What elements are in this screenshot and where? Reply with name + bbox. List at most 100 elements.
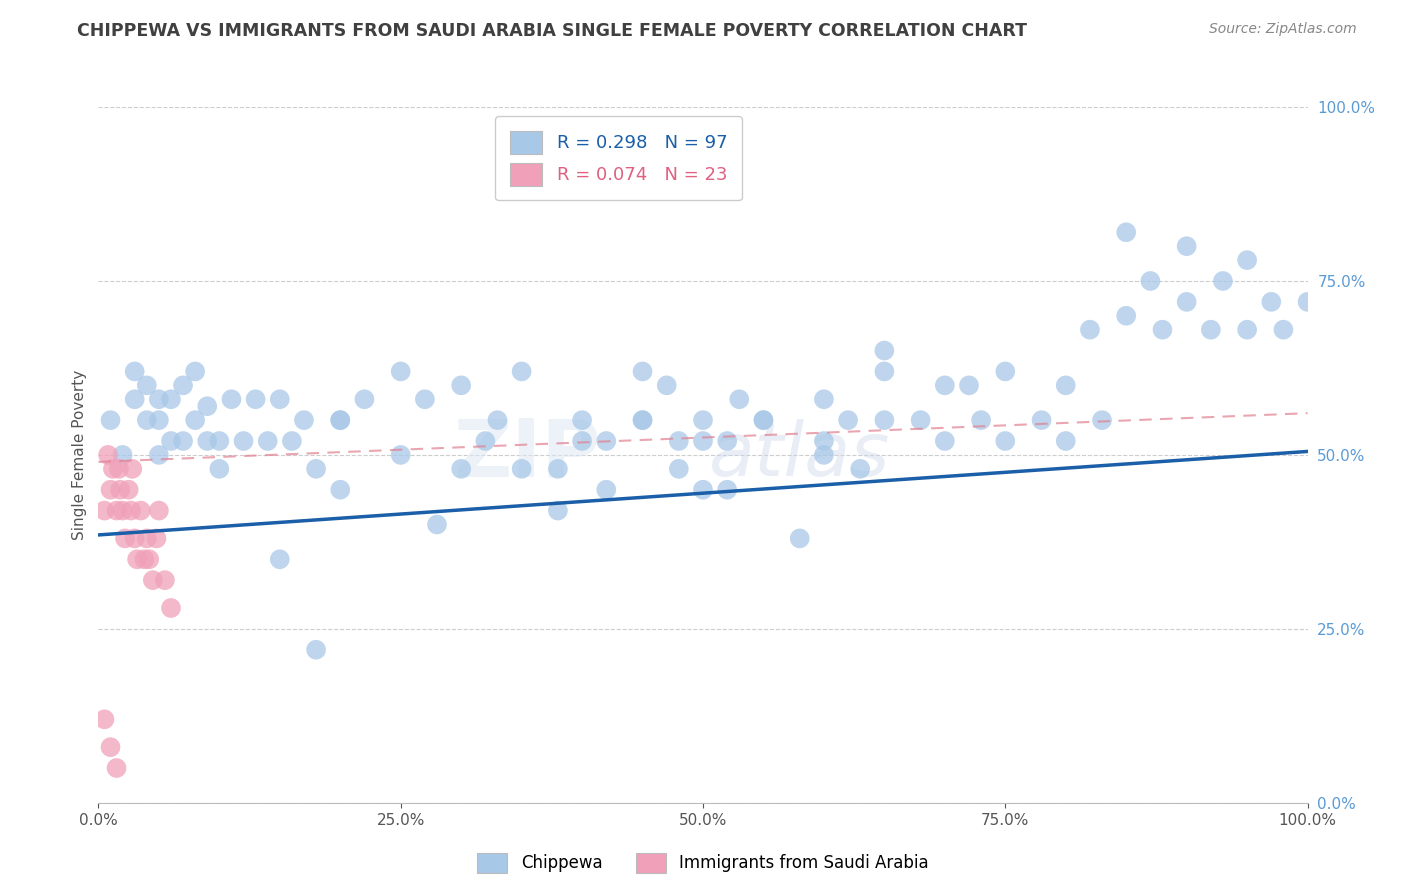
Point bbox=[655, 378, 678, 392]
Point bbox=[873, 413, 896, 427]
Point bbox=[138, 552, 160, 566]
Point bbox=[934, 434, 956, 448]
Y-axis label: Single Female Poverty: Single Female Poverty bbox=[72, 370, 87, 540]
Point bbox=[121, 462, 143, 476]
Point bbox=[631, 413, 654, 427]
Point bbox=[148, 413, 170, 427]
Point bbox=[329, 483, 352, 497]
Point bbox=[142, 573, 165, 587]
Point bbox=[105, 503, 128, 517]
Point bbox=[100, 740, 122, 755]
Point bbox=[93, 503, 115, 517]
Point bbox=[813, 434, 835, 448]
Point bbox=[1152, 323, 1174, 337]
Point bbox=[305, 642, 328, 657]
Point bbox=[245, 392, 267, 407]
Point bbox=[1078, 323, 1101, 337]
Point bbox=[134, 552, 156, 566]
Point bbox=[135, 378, 157, 392]
Point bbox=[101, 462, 124, 476]
Point bbox=[510, 462, 533, 476]
Point bbox=[957, 378, 980, 392]
Point bbox=[837, 413, 859, 427]
Point bbox=[97, 448, 120, 462]
Point bbox=[910, 413, 932, 427]
Legend: Chippewa, Immigrants from Saudi Arabia: Chippewa, Immigrants from Saudi Arabia bbox=[471, 847, 935, 880]
Point bbox=[111, 448, 134, 462]
Text: CHIPPEWA VS IMMIGRANTS FROM SAUDI ARABIA SINGLE FEMALE POVERTY CORRELATION CHART: CHIPPEWA VS IMMIGRANTS FROM SAUDI ARABIA… bbox=[77, 22, 1028, 40]
Point bbox=[813, 392, 835, 407]
Point bbox=[135, 532, 157, 546]
Point bbox=[160, 601, 183, 615]
Point bbox=[100, 483, 122, 497]
Point bbox=[547, 462, 569, 476]
Point bbox=[93, 712, 115, 726]
Point bbox=[221, 392, 243, 407]
Point bbox=[873, 343, 896, 358]
Point bbox=[292, 413, 315, 427]
Point bbox=[1054, 378, 1077, 392]
Point bbox=[1236, 253, 1258, 268]
Point bbox=[426, 517, 449, 532]
Point bbox=[752, 413, 775, 427]
Point bbox=[716, 483, 738, 497]
Point bbox=[353, 392, 375, 407]
Point bbox=[450, 378, 472, 392]
Point bbox=[1175, 239, 1198, 253]
Point bbox=[692, 483, 714, 497]
Point bbox=[269, 392, 291, 407]
Point bbox=[994, 434, 1017, 448]
Point bbox=[474, 434, 496, 448]
Point bbox=[1212, 274, 1234, 288]
Point bbox=[108, 483, 131, 497]
Point bbox=[413, 392, 436, 407]
Point bbox=[1236, 323, 1258, 337]
Point bbox=[1054, 434, 1077, 448]
Point bbox=[970, 413, 993, 427]
Point bbox=[1175, 294, 1198, 309]
Point bbox=[105, 761, 128, 775]
Point bbox=[389, 448, 412, 462]
Point bbox=[148, 503, 170, 517]
Point bbox=[934, 378, 956, 392]
Point bbox=[631, 364, 654, 378]
Point bbox=[124, 532, 146, 546]
Point bbox=[256, 434, 278, 448]
Point bbox=[789, 532, 811, 546]
Point bbox=[329, 413, 352, 427]
Point bbox=[269, 552, 291, 566]
Point bbox=[510, 364, 533, 378]
Point bbox=[692, 434, 714, 448]
Point bbox=[184, 413, 207, 427]
Point bbox=[728, 392, 751, 407]
Point bbox=[129, 503, 152, 517]
Point bbox=[195, 434, 218, 448]
Point bbox=[160, 392, 183, 407]
Point bbox=[124, 364, 146, 378]
Point bbox=[595, 434, 617, 448]
Point bbox=[1091, 413, 1114, 427]
Point bbox=[100, 413, 122, 427]
Point bbox=[232, 434, 254, 448]
Point bbox=[111, 503, 134, 517]
Point bbox=[1296, 294, 1319, 309]
Point bbox=[1115, 225, 1137, 239]
Point bbox=[716, 434, 738, 448]
Point bbox=[1115, 309, 1137, 323]
Text: Source: ZipAtlas.com: Source: ZipAtlas.com bbox=[1209, 22, 1357, 37]
Point bbox=[160, 434, 183, 448]
Point bbox=[120, 503, 142, 517]
Point bbox=[184, 364, 207, 378]
Point bbox=[994, 364, 1017, 378]
Point bbox=[571, 413, 593, 427]
Point bbox=[571, 434, 593, 448]
Point bbox=[668, 462, 690, 476]
Point bbox=[172, 434, 194, 448]
Point bbox=[114, 532, 136, 546]
Point bbox=[813, 448, 835, 462]
Point bbox=[329, 413, 352, 427]
Point bbox=[595, 483, 617, 497]
Text: ZIP: ZIP bbox=[453, 416, 600, 494]
Point bbox=[389, 364, 412, 378]
Point bbox=[124, 392, 146, 407]
